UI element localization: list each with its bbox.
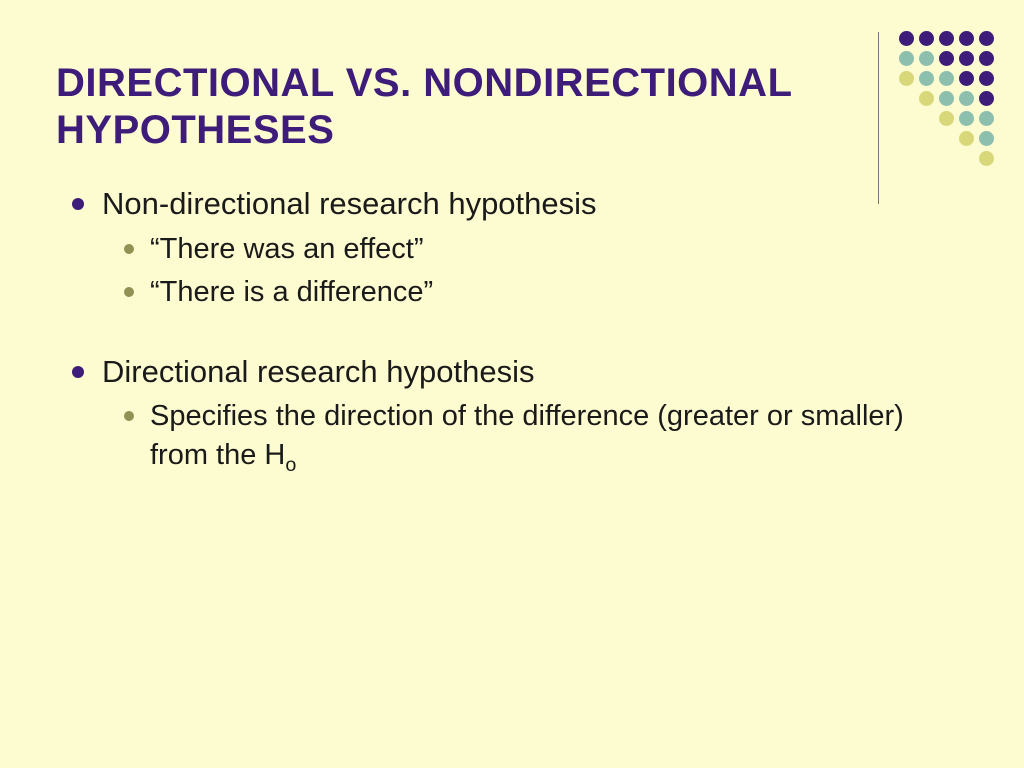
dot-icon — [922, 114, 931, 123]
dot-icon — [899, 31, 914, 46]
dot-icon — [959, 31, 974, 46]
dot-icon — [962, 174, 971, 183]
dot-row — [896, 48, 996, 68]
dot-icon — [902, 134, 911, 143]
slide: DIRECTIONAL VS. NONDIRECTIONAL HYPOTHESE… — [0, 0, 1024, 768]
dot-row — [896, 108, 996, 128]
dot-row — [896, 148, 996, 168]
dot-icon — [959, 111, 974, 126]
decorative-dot-grid — [896, 28, 996, 188]
dot-icon — [942, 154, 951, 163]
dot-icon — [979, 151, 994, 166]
dot-icon — [902, 114, 911, 123]
dot-row — [896, 68, 996, 88]
dot-icon — [902, 94, 911, 103]
dot-icon — [899, 71, 914, 86]
dot-icon — [939, 71, 954, 86]
vertical-divider — [878, 32, 879, 204]
dot-icon — [959, 91, 974, 106]
dot-icon — [979, 91, 994, 106]
dot-icon — [919, 71, 934, 86]
dot-icon — [939, 91, 954, 106]
dot-icon — [919, 51, 934, 66]
dot-row — [896, 28, 996, 48]
dot-icon — [979, 111, 994, 126]
dot-icon — [922, 134, 931, 143]
dot-row — [896, 128, 996, 148]
dot-icon — [979, 71, 994, 86]
dot-icon — [942, 134, 951, 143]
bullet-text: Directional research hypothesis — [102, 354, 535, 389]
dot-icon — [899, 51, 914, 66]
bullet-text: “There is a difference” — [150, 276, 433, 308]
dot-icon — [939, 51, 954, 66]
slide-title: DIRECTIONAL VS. NONDIRECTIONAL HYPOTHESE… — [56, 60, 836, 154]
dot-icon — [962, 154, 971, 163]
bullet-text: “There was an effect” — [150, 233, 423, 265]
slide-body: Non-directional research hypothesis “The… — [56, 180, 968, 478]
dot-icon — [942, 174, 951, 183]
bullet-lvl1: Directional research hypothesis Specifie… — [68, 352, 968, 479]
bullet-lvl1: Non-directional research hypothesis “The… — [68, 184, 968, 311]
dot-icon — [939, 111, 954, 126]
dot-icon — [922, 154, 931, 163]
dot-icon — [979, 131, 994, 146]
dot-icon — [902, 174, 911, 183]
dot-icon — [919, 91, 934, 106]
dot-icon — [959, 131, 974, 146]
bullet-lvl2: “There is a difference” — [102, 273, 968, 312]
dot-icon — [982, 174, 991, 183]
dot-icon — [979, 31, 994, 46]
dot-icon — [959, 51, 974, 66]
bullet-lvl2: “There was an effect” — [102, 230, 968, 269]
bullet-text: Specifies the direction of the differenc… — [150, 400, 904, 471]
dot-row — [896, 88, 996, 108]
subscript: o — [285, 454, 296, 476]
dot-icon — [902, 154, 911, 163]
dot-icon — [939, 31, 954, 46]
dot-icon — [922, 174, 931, 183]
bullet-lvl2: Specifies the direction of the differenc… — [102, 397, 968, 478]
dot-icon — [919, 31, 934, 46]
dot-icon — [959, 71, 974, 86]
bullet-text: Non-directional research hypothesis — [102, 186, 597, 221]
dot-icon — [979, 51, 994, 66]
